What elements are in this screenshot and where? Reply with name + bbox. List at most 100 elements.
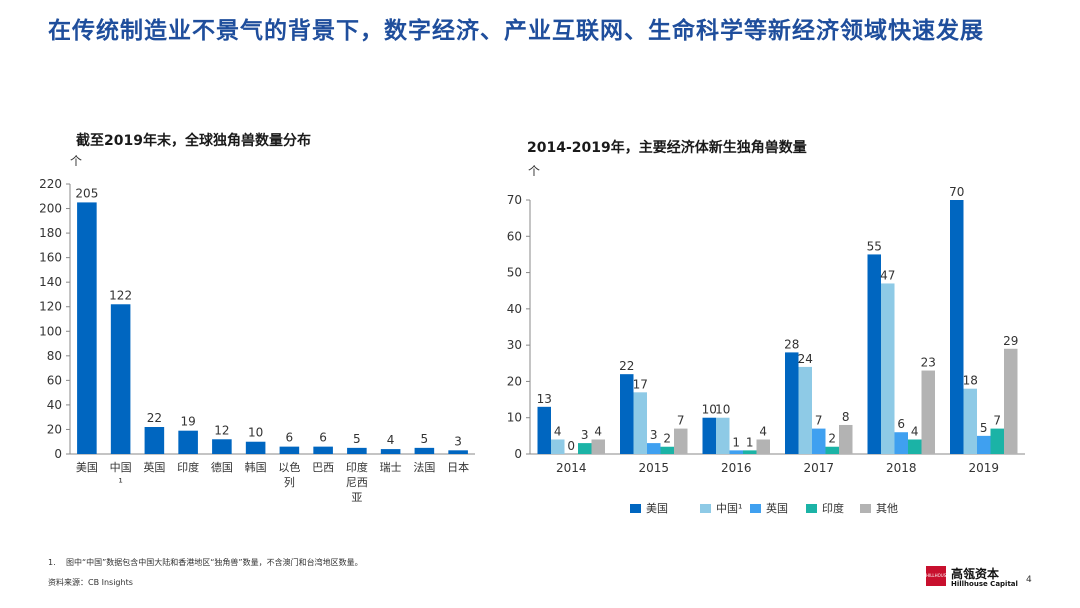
chart1-data-label: 12 (214, 423, 229, 437)
chart1-y-tick-label: 160 (39, 251, 62, 265)
chart2-data-label: 24 (798, 352, 813, 366)
footnote-number: 1. (48, 558, 56, 567)
chart2-bar (729, 450, 743, 454)
chart1-category-label: 巴西 (312, 461, 334, 474)
chart2-y-tick-label: 30 (507, 338, 522, 352)
chart2-data-label: 3 (581, 428, 589, 442)
chart1-bar (414, 447, 435, 454)
chart2-data-label: 29 (1003, 334, 1018, 348)
chart2-bar (702, 417, 716, 454)
chart1-category-label: 德国 (211, 460, 233, 474)
chart2-legend-label: 英国 (766, 501, 788, 515)
chart2-bar (908, 439, 922, 454)
chart2-category-label: 2019 (968, 461, 999, 475)
chart2-bar (812, 428, 826, 454)
chart1-category-label: 法国 (413, 460, 435, 474)
chart1-category-label: 瑞士 (380, 460, 402, 474)
chart2-bar (660, 446, 674, 454)
chart2-legend-swatch (750, 504, 761, 513)
chart2-data-label: 1 (732, 435, 740, 449)
chart1-unicorn-distribution: 个 0 20 40 60 80 100 120 140 160 180 200 220 205 美国 122 中… (39, 154, 475, 504)
chart1-bar (245, 441, 266, 454)
chart2-bar (839, 424, 853, 454)
chart2-data-label: 1 (746, 435, 754, 449)
chart2-data-label: 55 (867, 239, 882, 253)
chart1-y-tick-label: 100 (39, 324, 62, 338)
chart2-y-tick-label: 60 (507, 229, 522, 243)
chart1-data-label: 19 (180, 415, 195, 429)
chart1-y-tick-label: 200 (39, 202, 62, 216)
logo-chinese-name: 高瓴资本 (951, 567, 1000, 581)
page-number: 4 (1026, 575, 1032, 585)
chart1-bar (77, 202, 97, 454)
chart2-y-tick-label: 10 (507, 411, 522, 425)
chart1-data-label: 10 (248, 426, 263, 440)
chart2-data-label: 3 (650, 428, 658, 442)
chart2-data-label: 10 (715, 403, 730, 417)
chart2-bar (1004, 348, 1018, 454)
chart1-data-label: 5 (353, 432, 361, 446)
chart1-bar (380, 449, 401, 454)
chart1-bar (212, 439, 232, 454)
chart2-bar (620, 374, 634, 454)
chart1-data-label: 4 (387, 433, 395, 447)
chart1-y-tick-label: 80 (47, 349, 62, 363)
chart1-bar (313, 446, 333, 454)
chart2-bar (647, 443, 661, 454)
chart2-data-label: 4 (554, 424, 562, 438)
chart2-y-tick-label: 70 (507, 193, 522, 207)
chart2-data-label: 18 (963, 374, 978, 388)
chart2-bar (881, 283, 895, 454)
chart2-data-label: 2 (828, 432, 836, 446)
chart2-legend-label: 美国 (646, 502, 668, 515)
chart1-bar (178, 430, 198, 454)
chart2-data-label: 7 (677, 414, 685, 428)
chart2-data-label: 23 (921, 356, 936, 370)
chart2-category-label: 2016 (721, 461, 752, 475)
footnote-text: 图中“中国”数据包含中国大陆和香港地区“独角兽”数量，不含澳门和台湾地区数量。 (66, 558, 363, 567)
chart2-y-tick-label: 20 (507, 374, 522, 388)
chart1-title: 截至2019年末，全球独角兽数量分布 (76, 133, 311, 149)
chart2-bar (716, 417, 730, 454)
chart2-data-label: 6 (897, 417, 905, 431)
chart2-data-label: 7 (815, 414, 823, 428)
chart2-data-label: 0 (567, 439, 575, 453)
chart2-bar (633, 392, 647, 454)
chart2-bar (990, 428, 1004, 454)
chart2-legend-label: 其他 (876, 502, 898, 515)
chart2-bar (798, 366, 812, 454)
chart2-bar (674, 428, 688, 454)
chart2-data-label: 8 (842, 410, 850, 424)
footnote: 1. 图中“中国”数据包含中国大陆和香港地区“独角兽”数量，不含澳门和台湾地区数量… (48, 557, 363, 568)
chart1-data-label: 22 (147, 411, 162, 425)
chart2-data-label: 4 (759, 424, 767, 438)
chart2-legend-swatch (630, 504, 641, 513)
chart2-legend-label: 印度 (822, 501, 844, 515)
chart2-data-label: 28 (784, 337, 799, 351)
chart2-data-label: 13 (537, 392, 552, 406)
chart2-data-label: 17 (633, 377, 648, 391)
chart1-data-label: 5 (421, 432, 429, 446)
chart1-bar (110, 304, 131, 454)
chart2-data-label: 7 (993, 414, 1001, 428)
chart1-y-tick-label: 120 (39, 300, 62, 314)
chart1-data-label: 3 (454, 434, 462, 448)
chart2-category-label: 2014 (556, 461, 587, 475)
chart1-category-label: 中国 ¹ (110, 461, 132, 489)
chart1-category-label: 印度 (177, 460, 199, 474)
chart2-bar (867, 254, 881, 454)
chart1-category-label: 以色列 (278, 460, 300, 489)
chart2-bar (950, 200, 964, 454)
chart2-legend-label: 中国¹ (716, 502, 742, 515)
chart1-category-label: 美国 (76, 461, 98, 474)
chart2-bar (963, 388, 977, 454)
chart2-bar (578, 443, 592, 454)
chart1-data-label: 122 (109, 288, 132, 302)
chart1-y-tick-label: 40 (47, 398, 62, 412)
chart2-bar (743, 450, 757, 454)
chart1-bar (448, 450, 468, 454)
chart1-y-tick-label: 180 (39, 226, 62, 240)
chart2-data-label: 2 (663, 432, 671, 446)
chart1-category-label: 日本 (447, 460, 469, 474)
